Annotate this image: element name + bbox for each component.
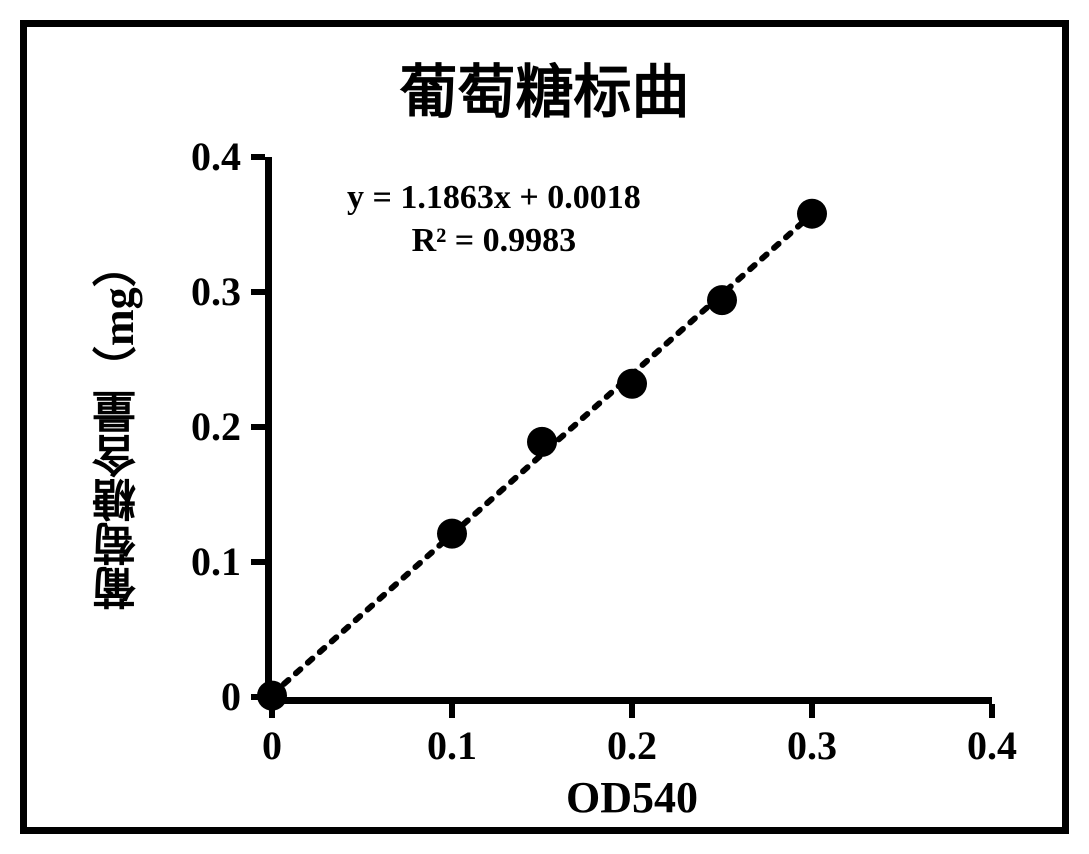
x-tick-label: 0.1: [412, 722, 492, 769]
x-tick: [449, 704, 455, 718]
x-tick: [269, 704, 275, 718]
y-tick-label: 0.3: [191, 268, 241, 315]
x-tick-label: 0: [232, 722, 312, 769]
y-axis-line: [265, 157, 272, 704]
x-tick-label: 0.3: [772, 722, 852, 769]
x-tick-label: 0.4: [952, 722, 1032, 769]
x-axis-title: OD540: [272, 772, 992, 823]
data-point: [707, 285, 737, 315]
x-tick: [809, 704, 815, 718]
y-tick: [251, 694, 265, 700]
chart-frame: 葡萄糖标曲 0 0.1 0.2 0.3 0.4 0 0.1 0.2 0.3 0.4 OD540 葡…: [20, 20, 1069, 834]
y-tick: [251, 559, 265, 565]
r2-text: R² = 0.9983: [347, 220, 641, 263]
y-tick-label: 0: [221, 673, 241, 720]
y-tick-label: 0.1: [191, 538, 241, 585]
data-point: [527, 427, 557, 457]
regression-annotation: y = 1.1863x + 0.0018 R² = 0.9983: [347, 177, 641, 262]
y-tick-label: 0.4: [191, 133, 241, 180]
x-tick: [629, 704, 635, 718]
y-tick: [251, 424, 265, 430]
chart-title: 葡萄糖标曲: [27, 45, 1062, 129]
x-axis-line: [265, 697, 992, 704]
y-tick-label: 0.2: [191, 403, 241, 450]
data-point: [617, 369, 647, 399]
y-axis-title: 葡萄糖含量（mg）: [87, 157, 151, 697]
equation-text: y = 1.1863x + 0.0018: [347, 177, 641, 220]
data-point: [437, 519, 467, 549]
data-point: [797, 199, 827, 229]
y-tick: [251, 289, 265, 295]
x-tick: [989, 704, 995, 718]
y-tick: [251, 154, 265, 160]
x-tick-label: 0.2: [592, 722, 672, 769]
